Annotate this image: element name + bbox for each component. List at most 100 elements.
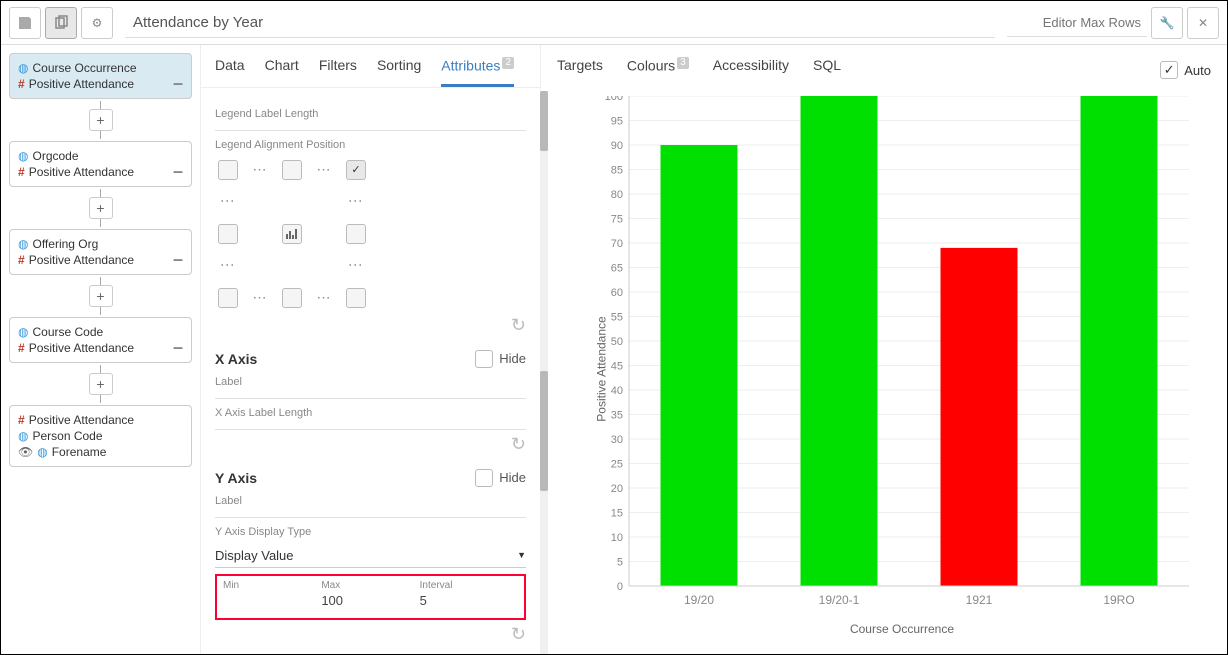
chart-tabs: Targets Colours3 Accessibility SQL Auto	[541, 45, 1227, 84]
collapse-button[interactable]: –	[173, 73, 183, 94]
x-axis-label-caption: Label	[215, 376, 526, 388]
svg-text:90: 90	[611, 140, 623, 152]
cube-icon: ◍	[18, 429, 28, 443]
wrench-button[interactable]: 🔧	[1151, 7, 1183, 39]
settings-button[interactable]: ⚙	[81, 7, 113, 39]
hierarchy-label: Positive Attendance	[29, 77, 134, 91]
reset-yaxis-icon[interactable]: ↻	[511, 624, 526, 645]
tab-targets[interactable]: Targets	[557, 57, 603, 84]
checkbox-icon	[475, 469, 493, 487]
x-axis-label: Course Occurrence	[589, 622, 1215, 636]
min-label: Min	[223, 580, 321, 591]
svg-text:75: 75	[611, 213, 623, 225]
align-mc[interactable]	[282, 224, 302, 244]
add-node-button[interactable]: +	[89, 109, 113, 131]
hierarchy-node[interactable]: #Positive Attendance◍Person Code👁◍Forena…	[9, 405, 192, 467]
hierarchy-label: Forename	[52, 445, 107, 459]
hierarchy-node[interactable]: ◍Course Occurrence#Positive Attendance–	[9, 53, 192, 99]
y-axis-hide-toggle[interactable]: Hide	[475, 469, 526, 487]
y-axis-title: Y Axis	[215, 470, 257, 486]
tab-data[interactable]: Data	[215, 57, 245, 87]
collapse-button[interactable]: –	[173, 249, 183, 270]
tab-chart[interactable]: Chart	[265, 57, 299, 87]
checkbox-icon	[1160, 61, 1178, 79]
cube-icon: ◍	[18, 61, 28, 75]
svg-text:70: 70	[611, 238, 623, 250]
attributes-panel: Data Chart Filters Sorting Attributes2 Legen…	[201, 45, 541, 654]
legend-label-length-caption: Legend Label Length	[215, 108, 526, 120]
hierarchy-panel: ◍Course Occurrence#Positive Attendance–+…	[1, 45, 201, 654]
tab-sql[interactable]: SQL	[813, 57, 841, 84]
align-tr[interactable]: ✓	[346, 160, 366, 180]
report-title-input[interactable]	[125, 8, 995, 38]
x-axis-title: X Axis	[215, 351, 257, 367]
checkbox-icon	[475, 350, 493, 368]
y-axis-display-type-caption: Y Axis Display Type	[215, 526, 526, 538]
hierarchy-node[interactable]: ◍Offering Org#Positive Attendance–	[9, 229, 192, 275]
add-node-button[interactable]: +	[89, 373, 113, 395]
legend-alignment-caption: Legend Alignment Position	[215, 139, 526, 151]
x-axis-label-length-caption: X Axis Label Length	[215, 407, 526, 419]
tab-attributes[interactable]: Attributes2	[441, 57, 514, 87]
tab-filters[interactable]: Filters	[319, 57, 357, 87]
svg-text:19/20-1: 19/20-1	[819, 593, 860, 607]
max-label: Max	[321, 580, 419, 591]
svg-text:95: 95	[611, 115, 623, 127]
chevron-down-icon: ▼	[517, 550, 526, 560]
hierarchy-row: ◍Person Code	[18, 428, 183, 444]
hierarchy-label: Positive Attendance	[29, 413, 134, 427]
hierarchy-row: # Positive Attendance	[18, 164, 183, 180]
align-tc[interactable]	[282, 160, 302, 180]
hierarchy-node[interactable]: ◍Course Code#Positive Attendance–	[9, 317, 192, 363]
tab-colours[interactable]: Colours3	[627, 57, 689, 84]
add-node-button[interactable]: +	[89, 197, 113, 219]
min-value[interactable]	[223, 591, 321, 593]
align-bl[interactable]	[218, 288, 238, 308]
hierarchy-row: # Positive Attendance	[18, 76, 183, 92]
reset-alignment-icon[interactable]: ↻	[511, 315, 526, 336]
svg-text:10: 10	[611, 532, 623, 544]
svg-text:15: 15	[611, 507, 623, 519]
wrench-icon: 🔧	[1160, 16, 1175, 30]
hierarchy-label: Positive Attendance	[29, 165, 134, 179]
svg-text:19RO: 19RO	[1103, 593, 1134, 607]
collapse-button[interactable]: –	[173, 337, 183, 358]
x-axis-hide-toggle[interactable]: Hide	[475, 350, 526, 368]
badge: 2	[502, 57, 514, 69]
align-mr[interactable]	[346, 224, 366, 244]
hierarchy-row: # Positive Attendance	[18, 412, 183, 428]
align-bc[interactable]	[282, 288, 302, 308]
interval-value[interactable]: 5	[420, 591, 518, 608]
hierarchy-label: Positive Attendance	[29, 253, 134, 267]
interval-label: Interval	[420, 580, 518, 591]
max-rows-input[interactable]	[1007, 9, 1147, 37]
collapse-button[interactable]: –	[173, 161, 183, 182]
hierarchy-label: Course Code	[32, 325, 103, 339]
hierarchy-label: Positive Attendance	[29, 341, 134, 355]
reset-xaxis-icon[interactable]: ↻	[511, 434, 526, 455]
align-br[interactable]	[346, 288, 366, 308]
badge: 3	[677, 57, 689, 69]
auto-toggle[interactable]: Auto	[1160, 57, 1211, 84]
svg-text:65: 65	[611, 262, 623, 274]
y-axis-label: Positive Attendance	[595, 316, 609, 421]
hierarchy-node[interactable]: ◍Orgcode# Positive Attendance –	[9, 141, 192, 187]
hierarchy-row: ◍Orgcode	[18, 148, 183, 164]
tab-accessibility[interactable]: Accessibility	[713, 57, 789, 84]
cube-icon: ◍	[18, 325, 28, 339]
copy-button[interactable]	[45, 7, 77, 39]
align-tl[interactable]	[218, 160, 238, 180]
align-ml[interactable]	[218, 224, 238, 244]
add-node-button[interactable]: +	[89, 285, 113, 307]
hierarchy-label: Offering Org	[32, 237, 98, 251]
hash-icon: #	[18, 253, 25, 267]
legend-alignment-grid: ⋯⋯✓ ⋮⋮ ⋮⋮ ⋯⋯	[215, 157, 526, 311]
close-button[interactable]: ✕	[1187, 7, 1219, 39]
hash-icon: #	[18, 413, 25, 427]
hash-icon: #	[18, 165, 25, 179]
tab-sorting[interactable]: Sorting	[377, 57, 421, 87]
hash-icon: #	[18, 77, 25, 91]
max-value[interactable]: 100	[321, 591, 419, 608]
save-button[interactable]	[9, 7, 41, 39]
y-axis-display-type-select[interactable]: Display Value ▼	[215, 544, 526, 568]
